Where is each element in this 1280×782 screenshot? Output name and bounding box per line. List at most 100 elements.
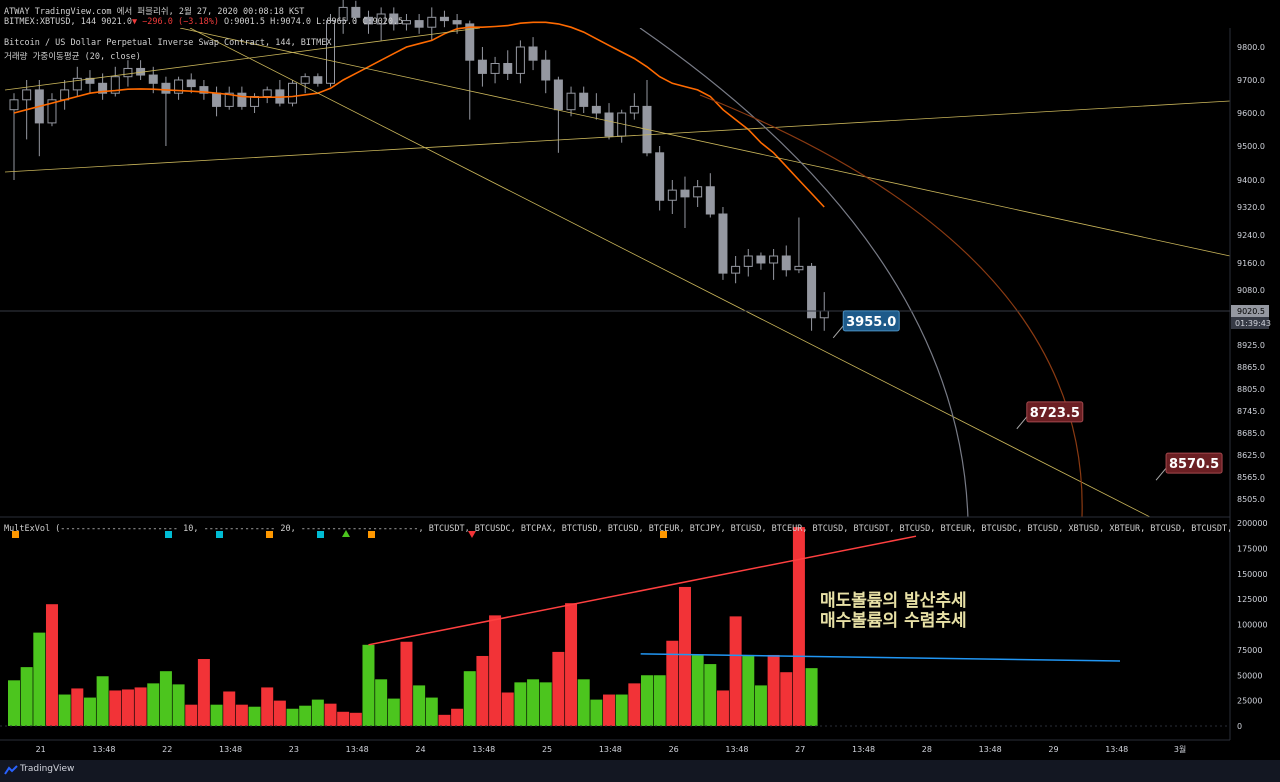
candle xyxy=(401,14,411,31)
volume-bar-buy xyxy=(83,697,96,726)
time-tick-label: 13:48 xyxy=(725,745,748,754)
time-tick-label: 13:48 xyxy=(852,745,875,754)
time-tick-label: 13:48 xyxy=(1105,745,1128,754)
candle xyxy=(351,0,361,24)
candle xyxy=(60,80,70,110)
volume-bar-buy xyxy=(691,654,704,726)
candle-body-up xyxy=(794,265,804,271)
candle-body-down xyxy=(680,189,690,198)
volume-bar-buy xyxy=(742,654,755,726)
volume-bar-buy xyxy=(590,699,603,726)
volume-bar-sell xyxy=(565,603,578,726)
tradingview-logo-icon[interactable] xyxy=(4,765,18,775)
publish-info: ATWAY TradingView.com 에서 퍼블리쉬, 2월 27, 20… xyxy=(4,7,305,17)
candle-body-up xyxy=(743,255,753,267)
candle xyxy=(591,93,601,120)
volume-bar-buy xyxy=(362,644,375,726)
candle-body-down xyxy=(148,74,158,84)
volume-bar-sell xyxy=(603,694,616,726)
candle xyxy=(389,7,399,31)
candle-body-up xyxy=(288,82,298,104)
volume-bar-sell xyxy=(501,692,514,726)
time-tick-label: 13:48 xyxy=(92,745,115,754)
volume-bar-buy xyxy=(33,632,46,726)
candle xyxy=(452,14,462,34)
volume-bar-sell xyxy=(134,687,147,726)
axes-layer: 9800.0 9700.0 9600.0 9500.0 9400.0 9320.0 9240… xyxy=(0,28,1271,754)
time-tick-label: 13:48 xyxy=(472,745,495,754)
candle-body-up xyxy=(300,76,310,84)
volume-bar-sell xyxy=(792,527,805,726)
candle xyxy=(313,73,323,87)
candle xyxy=(718,207,728,280)
price-label-box xyxy=(1026,401,1084,423)
price-tick-label: 8925.0 xyxy=(1237,341,1265,350)
candle-body-down xyxy=(363,16,373,25)
price-tick-label: 9240.0 xyxy=(1237,231,1265,240)
volume-bar-buy xyxy=(463,671,476,726)
volume-bar-sell xyxy=(235,704,248,726)
candle xyxy=(275,80,285,107)
candle xyxy=(629,93,639,120)
arc-gray xyxy=(639,28,969,517)
price-tick-label: 8745.0 xyxy=(1237,407,1265,416)
candle-body-down xyxy=(756,255,766,264)
volume-bar-buy xyxy=(425,697,438,726)
candle xyxy=(566,86,576,117)
volume-bar-buy xyxy=(387,698,400,726)
volume-bar-buy xyxy=(653,675,666,726)
candle-body-up xyxy=(629,105,639,114)
candle-body-down xyxy=(212,92,222,107)
candle-body-up xyxy=(72,77,82,91)
candle xyxy=(110,66,120,97)
candle-body-down xyxy=(528,46,538,61)
volume-bar-sell xyxy=(45,604,58,726)
candle-body-down xyxy=(477,59,487,74)
candle-body-down xyxy=(98,82,108,94)
volume-bar-sell xyxy=(476,655,489,726)
price-tick-label: 9500.0 xyxy=(1237,142,1265,151)
candle xyxy=(743,249,753,277)
indicator-legend[interactable]: MultExVol (----------------------- 10, -… xyxy=(4,524,1230,534)
candle xyxy=(528,37,538,71)
candle xyxy=(756,252,766,270)
volume-bar-buy xyxy=(704,664,717,726)
candle-body-down xyxy=(579,92,589,107)
volume-bar-buy xyxy=(58,694,71,726)
candle-body-up xyxy=(401,20,411,25)
volume-bar-buy xyxy=(539,682,552,726)
candle xyxy=(9,93,19,180)
volume-tick-label: 150000 xyxy=(1237,570,1268,579)
candle xyxy=(161,76,171,146)
price-tick-label: 9160.0 xyxy=(1237,259,1265,268)
candle-body-up xyxy=(9,99,19,111)
volume-bar-buy xyxy=(805,668,818,726)
series-title[interactable]: Bitcoin / US Dollar Perpetual Inverse Sw… xyxy=(4,38,332,48)
symbol-ohlc: BITMEX:XBTUSD, 144 9021.0▼ −296.0 (−3.18… xyxy=(4,17,403,27)
volume-bar-sell xyxy=(716,690,729,726)
candle-body-down xyxy=(351,6,361,18)
signal-square-marker xyxy=(12,531,19,538)
current-price-tag xyxy=(1231,305,1269,317)
price-tick-label: 8685.0 xyxy=(1237,429,1265,438)
price-tick-label: 9800.0 xyxy=(1237,43,1265,52)
candle xyxy=(781,245,791,277)
vwma-legend[interactable]: 거래량 가중이동평균 (20, close) xyxy=(4,52,141,62)
candle xyxy=(465,20,475,120)
volume-bar-sell xyxy=(678,586,691,726)
volume-tick-label: 100000 xyxy=(1237,621,1268,630)
price-label-pointer xyxy=(1016,416,1028,430)
volume-tick-label: 125000 xyxy=(1237,595,1268,604)
footer-brand[interactable]: TradingView xyxy=(20,764,75,774)
volume-bar-buy xyxy=(375,679,388,726)
signal-square-marker xyxy=(368,531,375,538)
candle xyxy=(693,180,703,207)
arc-brown xyxy=(699,94,1083,517)
volume-tick-label: 0 xyxy=(1237,722,1242,731)
price-tick-label: 8505.0 xyxy=(1237,495,1265,504)
candle xyxy=(85,70,95,94)
candle xyxy=(250,93,260,113)
volume-bar-buy xyxy=(286,708,299,726)
vwma-line xyxy=(13,21,825,208)
